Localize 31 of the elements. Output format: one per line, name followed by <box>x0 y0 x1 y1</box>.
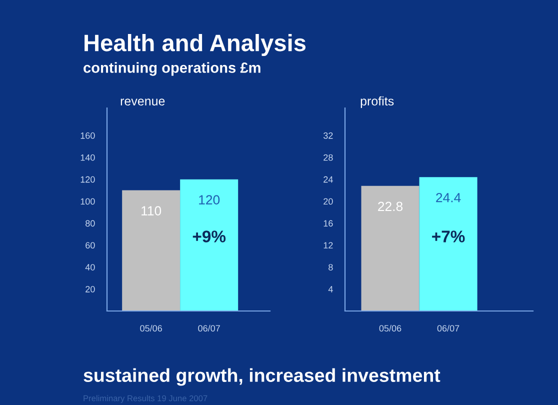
y-tick-label: 120 <box>80 176 95 183</box>
y-tick-label: 12 <box>324 242 333 248</box>
chart-subtitle: continuing operations £m <box>84 62 260 76</box>
chart-title: Health and Analysis <box>84 34 306 56</box>
y-tick-label: 32 <box>324 132 333 139</box>
x-tick-label: 06/07 <box>437 324 460 332</box>
y-axis-title: revenue <box>120 98 165 106</box>
y-tick-label: 4 <box>328 286 333 292</box>
text: sustained growth, increased investment <box>84 368 440 386</box>
annotation: +7% <box>432 230 465 242</box>
y-tick-label: 20 <box>86 286 95 292</box>
data-label: 24.4 <box>436 192 461 202</box>
y-tick-label: 160 <box>80 132 95 139</box>
y-tick-label: 140 <box>80 154 95 161</box>
y-tick-label: 40 <box>85 264 95 270</box>
y-tick-label: 24 <box>324 176 333 183</box>
y-axis-title: profits <box>360 96 394 108</box>
x-tick-label: 06/07 <box>198 324 220 332</box>
y-tick-label: 16 <box>324 220 333 227</box>
y-tick-label: 80 <box>86 220 95 227</box>
data-label: 110 <box>142 206 162 216</box>
data-label: 22.8 <box>378 202 403 212</box>
y-tick-label: 28 <box>324 154 333 161</box>
y-tick-label: 8 <box>328 264 333 270</box>
data-label: 120 <box>199 195 220 204</box>
x-tick-label: 05/06 <box>140 324 162 332</box>
x-tick-label: 05/06 <box>379 324 402 332</box>
annotation: +9% <box>192 230 226 242</box>
y-tick-label: 100 <box>80 198 95 205</box>
y-tick-label: 20 <box>324 198 333 205</box>
y-tick-label: 60 <box>86 242 95 249</box>
